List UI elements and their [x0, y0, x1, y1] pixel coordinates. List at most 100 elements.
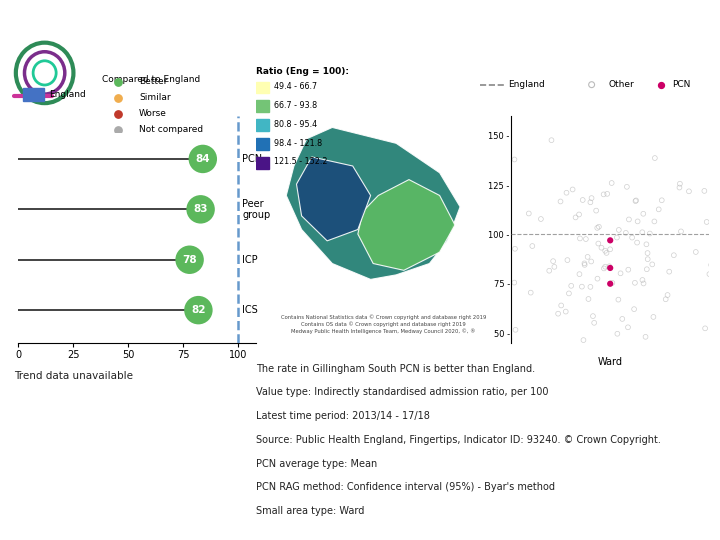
Bar — [256, 100, 269, 112]
Point — [716, 284, 720, 293]
Point — [607, 279, 618, 287]
Point — [656, 196, 667, 205]
Point — [195, 205, 207, 214]
Point — [605, 351, 616, 360]
Text: Better: Better — [139, 77, 168, 86]
Text: 82: 82 — [191, 305, 206, 315]
Text: 84: 84 — [196, 154, 210, 164]
Point — [510, 326, 521, 334]
Text: Other: Other — [608, 80, 634, 89]
Point — [716, 294, 720, 303]
Point — [588, 319, 600, 327]
Text: England: England — [508, 80, 545, 89]
Point — [674, 183, 685, 192]
Point — [592, 274, 603, 283]
Point — [574, 270, 585, 279]
Point — [629, 305, 640, 314]
Point — [654, 80, 666, 89]
Point — [562, 256, 573, 265]
Point — [584, 352, 595, 361]
Polygon shape — [297, 157, 371, 241]
Point — [546, 136, 557, 145]
Text: PCN: PCN — [672, 80, 690, 89]
Point — [582, 295, 594, 303]
Point — [526, 355, 537, 364]
Point — [683, 187, 695, 195]
Point — [631, 238, 643, 247]
Point — [606, 179, 618, 187]
Point — [595, 244, 607, 252]
Text: Latest time period: 2013/14 - 17/18: Latest time period: 2013/14 - 17/18 — [256, 411, 429, 421]
Text: Peer
group: Peer group — [243, 199, 271, 220]
Point — [605, 279, 616, 288]
Point — [605, 236, 616, 245]
Point — [555, 301, 567, 310]
Text: The rate in Gillingham South PCN is better than England.: The rate in Gillingham South PCN is bett… — [256, 363, 535, 374]
Point — [577, 195, 588, 204]
Point — [615, 269, 626, 278]
Point — [580, 235, 592, 244]
Point — [479, 291, 490, 300]
Point — [615, 349, 626, 357]
Point — [660, 295, 672, 303]
Point — [662, 291, 673, 299]
Point — [487, 259, 499, 268]
Point — [561, 188, 572, 197]
Text: PCN: PCN — [243, 154, 263, 164]
Point — [112, 126, 124, 134]
Text: Compared to England: Compared to England — [102, 75, 200, 84]
Text: PCN average type: Mean: PCN average type: Mean — [256, 458, 377, 469]
Bar — [256, 138, 269, 150]
Text: ICS: ICS — [243, 305, 258, 315]
Point — [647, 260, 658, 269]
Text: Ward: Ward — [598, 356, 623, 367]
Point — [616, 315, 628, 323]
Point — [620, 228, 631, 237]
Point — [489, 323, 500, 332]
Text: Similar: Similar — [139, 93, 171, 103]
Bar — [256, 119, 269, 131]
Point — [718, 279, 720, 287]
Point — [509, 245, 521, 253]
Point — [560, 307, 572, 316]
Point — [623, 265, 634, 274]
Point — [644, 229, 656, 238]
Point — [605, 264, 616, 272]
Text: Small area type: Ward: Small area type: Ward — [256, 507, 364, 516]
Point — [454, 208, 465, 217]
Point — [544, 266, 555, 275]
Point — [579, 363, 590, 372]
Point — [626, 233, 638, 242]
Point — [632, 217, 644, 226]
Text: 78: 78 — [182, 255, 197, 265]
Point — [508, 278, 520, 287]
Point — [649, 154, 661, 163]
Point — [601, 190, 613, 198]
Point — [585, 198, 596, 207]
Point — [509, 155, 521, 164]
Polygon shape — [358, 180, 455, 271]
Point — [592, 224, 603, 232]
Point — [674, 179, 685, 188]
Point — [641, 265, 652, 274]
Text: 80.8 - 95.4: 80.8 - 95.4 — [274, 120, 317, 129]
Point — [579, 259, 590, 268]
Text: 49.4 - 66.7: 49.4 - 66.7 — [274, 82, 317, 91]
Point — [567, 185, 578, 194]
Point — [649, 217, 660, 226]
Point — [624, 215, 635, 224]
Point — [598, 190, 609, 199]
Text: 83: 83 — [194, 204, 208, 214]
Point — [585, 282, 596, 291]
Point — [600, 246, 611, 255]
Text: Value type: Indirectly standardised admission ratio, per 100: Value type: Indirectly standardised admi… — [256, 387, 548, 397]
Point — [504, 335, 516, 343]
Text: ICP: ICP — [243, 255, 258, 265]
Point — [622, 323, 634, 332]
Point — [576, 282, 588, 291]
Point — [630, 196, 642, 205]
Point — [549, 262, 560, 271]
Point — [714, 249, 720, 258]
Point — [698, 187, 710, 195]
Bar — [23, 89, 44, 102]
